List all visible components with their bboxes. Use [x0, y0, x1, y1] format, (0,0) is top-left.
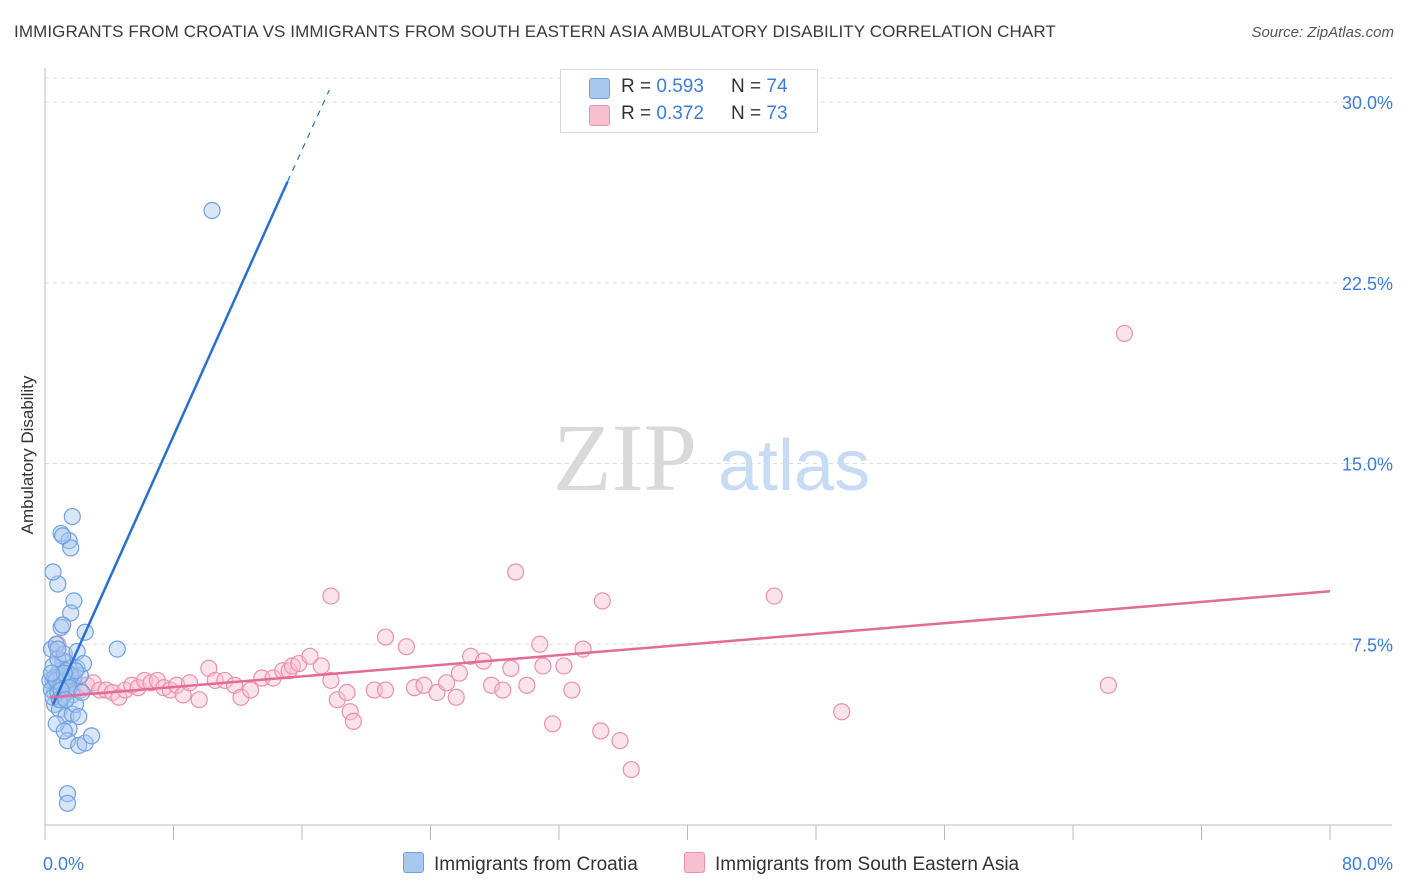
y-tick-label: 30.0%: [1342, 93, 1393, 113]
x-tick-label: 0.0%: [43, 854, 84, 874]
chart-title: IMMIGRANTS FROM CROATIA VS IMMIGRANTS FR…: [14, 22, 1056, 41]
croatia-point: [42, 640, 61, 658]
sea-point: [462, 647, 480, 665]
legend-row-croatia: R = 0.593 N = 74: [561, 74, 817, 100]
sea-point: [518, 676, 536, 694]
sea-point: [397, 638, 416, 656]
legend-label-sea: Immigrants from South Eastern Asia: [715, 854, 1020, 875]
y-tick-label: 7.5%: [1352, 635, 1393, 655]
sea-point: [450, 664, 469, 682]
sea-point: [280, 662, 298, 680]
sea-point: [622, 760, 640, 779]
correlation-legend: R = 0.593 N = 74 R = 0.372 N = 73: [560, 69, 818, 133]
legend-r-croatia: R = 0.593: [621, 76, 704, 97]
croatia-point: [76, 734, 94, 752]
sea-point: [534, 657, 552, 675]
sea-point: [110, 688, 128, 706]
legend-label-croatia: Immigrants from Croatia: [434, 854, 638, 875]
sea-point: [415, 676, 433, 694]
sea-point: [84, 674, 102, 692]
sea-point: [447, 688, 465, 706]
croatia-point: [54, 527, 72, 545]
sea-point: [507, 563, 525, 581]
sea-point: [216, 671, 234, 690]
sea-point: [232, 688, 250, 706]
watermark-zip: ZIP: [553, 404, 697, 511]
sea-point: [494, 681, 512, 699]
sea-point: [593, 592, 611, 610]
sea-point: [555, 657, 573, 675]
croatia-point: [49, 640, 67, 658]
sea-point: [301, 647, 319, 665]
sea-point: [531, 635, 549, 653]
source-label: Source: ZipAtlas.com: [1251, 24, 1394, 41]
blue-swatch-icon: [589, 78, 610, 99]
sea-point: [611, 732, 629, 750]
data-points: [41, 201, 1134, 812]
croatia-point: [54, 616, 72, 634]
sea-point: [1115, 324, 1134, 343]
sea-point: [190, 691, 208, 709]
legend-n-sea: N = 73: [731, 103, 788, 124]
croatia-point: [70, 707, 88, 726]
sea-point: [376, 628, 395, 646]
sea-point: [437, 674, 456, 692]
sea-point: [376, 681, 395, 699]
pink-swatch-icon: [589, 105, 610, 126]
sea-point: [322, 671, 340, 690]
sea-point: [180, 674, 199, 692]
sea-trend-line: [49, 590, 1331, 699]
sea-point: [482, 676, 501, 694]
croatia-point: [108, 640, 126, 658]
croatia-point: [63, 507, 81, 526]
pink-square-icon: [684, 852, 705, 873]
x-tick-label: 80.0%: [1342, 854, 1393, 874]
croatia-point: [44, 563, 62, 581]
sea-point: [322, 587, 340, 605]
blue-square-icon: [403, 852, 424, 873]
croatia-trend-line: [51, 181, 289, 706]
croatia-trend-extension: [286, 89, 330, 182]
sea-point: [341, 703, 359, 721]
grid-lines: [45, 77, 1392, 645]
legend-r-sea: R = 0.372: [621, 103, 704, 124]
legend-item-sea[interactable]: Immigrants from South Eastern Asia: [684, 852, 1019, 876]
sea-point: [338, 683, 356, 702]
croatia-point: [62, 539, 80, 557]
sea-point: [765, 587, 783, 605]
croatia-point: [55, 722, 73, 740]
watermark-atlas: atlas: [718, 426, 870, 506]
sea-point: [312, 657, 330, 675]
watermark: ZIP atlas: [553, 404, 870, 511]
croatia-point: [58, 794, 77, 812]
croatia-point: [203, 201, 221, 220]
sea-point: [563, 681, 581, 699]
croatia-point: [62, 604, 80, 622]
croatia-point: [57, 691, 75, 709]
trend-lines: [49, 89, 1331, 706]
sea-point: [833, 703, 851, 721]
y-tick-label: 15.0%: [1342, 455, 1393, 475]
sea-point: [543, 715, 562, 733]
sea-point: [592, 722, 610, 740]
sea-point: [242, 681, 260, 699]
tick-labels: 7.5% 15.0% 22.5% 30.0% 0.0% 80.0%: [43, 93, 1393, 874]
sea-point: [328, 691, 346, 709]
croatia-point: [42, 664, 61, 682]
sea-point: [1099, 676, 1117, 694]
croatia-point: [73, 683, 91, 702]
y-axis-label: Ambulatory Disability: [18, 375, 37, 535]
legend-item-croatia[interactable]: Immigrants from Croatia: [403, 852, 638, 876]
legend-row-sea: R = 0.372 N = 73: [561, 101, 817, 127]
croatia-point: [82, 727, 101, 745]
croatia-point: [58, 785, 77, 803]
sea-point: [344, 712, 362, 730]
series-legend: Immigrants from Croatia Immigrants from …: [0, 852, 1406, 878]
sea-point: [502, 659, 520, 677]
croatia-point: [58, 732, 77, 750]
sea-point: [129, 679, 147, 697]
legend-n-croatia: N = 74: [731, 76, 788, 97]
y-tick-label: 22.5%: [1342, 274, 1393, 294]
